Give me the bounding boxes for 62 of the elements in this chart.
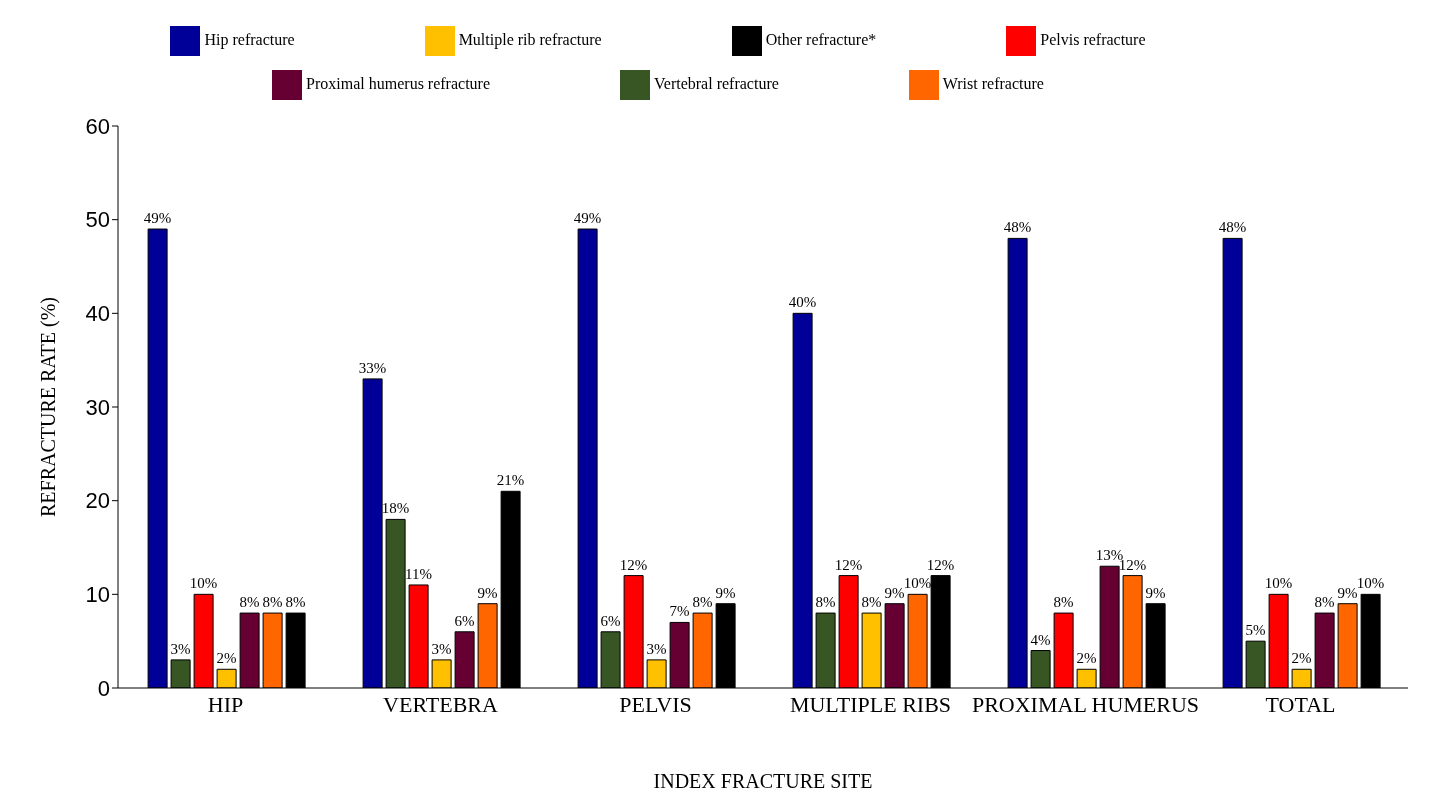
data-label: 7% xyxy=(669,603,690,620)
data-label: 8% xyxy=(1053,594,1074,611)
data-label: 2% xyxy=(1291,650,1312,667)
data-label: 9% xyxy=(1337,584,1358,601)
legend-label: Other refracture* xyxy=(765,31,877,48)
data-label: 9% xyxy=(715,584,736,601)
data-label: 12% xyxy=(619,556,648,573)
data-label: 4% xyxy=(1030,631,1051,648)
data-label: 12% xyxy=(926,556,955,573)
x-tick-label: TOTAL xyxy=(1265,691,1336,717)
legend-label: Wrist refracture xyxy=(942,75,1044,92)
y-tick-label: 20 xyxy=(85,488,110,514)
data-label: 9% xyxy=(884,584,905,601)
data-label: 5% xyxy=(1245,622,1266,639)
x-tick-label: PROXIMAL HUMERUS xyxy=(971,691,1200,717)
y-tick-label: 40 xyxy=(85,301,110,327)
data-label: 3% xyxy=(431,640,452,657)
data-label: 2% xyxy=(1076,650,1097,667)
data-label: 18% xyxy=(381,500,410,517)
legend-label: Multiple rib refracture xyxy=(458,31,602,48)
legend-label: Proximal humerus refracture xyxy=(306,75,491,92)
data-label: 8% xyxy=(815,594,836,611)
data-label: 2% xyxy=(216,650,237,667)
x-tick-label: HIP xyxy=(207,691,244,717)
data-label: 10% xyxy=(189,575,218,592)
data-label: 9% xyxy=(1145,584,1166,601)
x-axis-title: INDEX FRACTURE SITE xyxy=(653,770,873,792)
data-label: 11% xyxy=(405,565,433,582)
data-label: 21% xyxy=(496,472,525,489)
data-label: 8% xyxy=(285,594,306,611)
data-label: 12% xyxy=(834,556,863,573)
data-label: 10% xyxy=(1264,575,1293,592)
x-tick-label: PELVIS xyxy=(619,691,692,717)
y-tick-label: 10 xyxy=(85,582,110,608)
data-label: 9% xyxy=(477,584,498,601)
data-label: 8% xyxy=(239,594,260,611)
data-label: 10% xyxy=(903,575,932,592)
data-label: 8% xyxy=(861,594,882,611)
data-label: 33% xyxy=(358,359,387,376)
y-axis-title: REFRACTURE RATE (%) xyxy=(37,297,61,517)
x-tick-label: MULTIPLE RIBS xyxy=(789,691,952,717)
data-label: 48% xyxy=(1003,219,1032,236)
data-label: 40% xyxy=(788,294,817,311)
data-label: 49% xyxy=(573,210,602,227)
legend-label: Hip refracture xyxy=(204,31,295,48)
data-label: 3% xyxy=(170,640,191,657)
data-label: 6% xyxy=(600,612,621,629)
data-label: 8% xyxy=(262,594,283,611)
data-label: 6% xyxy=(454,612,475,629)
y-tick-label: 60 xyxy=(85,113,110,139)
y-tick-label: 50 xyxy=(85,207,110,233)
data-label: 48% xyxy=(1218,219,1247,236)
data-label: 10% xyxy=(1356,575,1385,592)
legend-label: Pelvis refracture xyxy=(1040,31,1146,48)
y-tick-label: 0 xyxy=(97,675,110,701)
data-label: 49% xyxy=(143,210,172,227)
y-tick-label: 30 xyxy=(85,394,110,420)
x-tick-label: VERTEBRA xyxy=(383,691,498,717)
data-label: 8% xyxy=(692,594,713,611)
data-label: 3% xyxy=(646,640,667,657)
legend-label: Vertebral refracture xyxy=(654,75,779,92)
data-label: 8% xyxy=(1314,594,1335,611)
